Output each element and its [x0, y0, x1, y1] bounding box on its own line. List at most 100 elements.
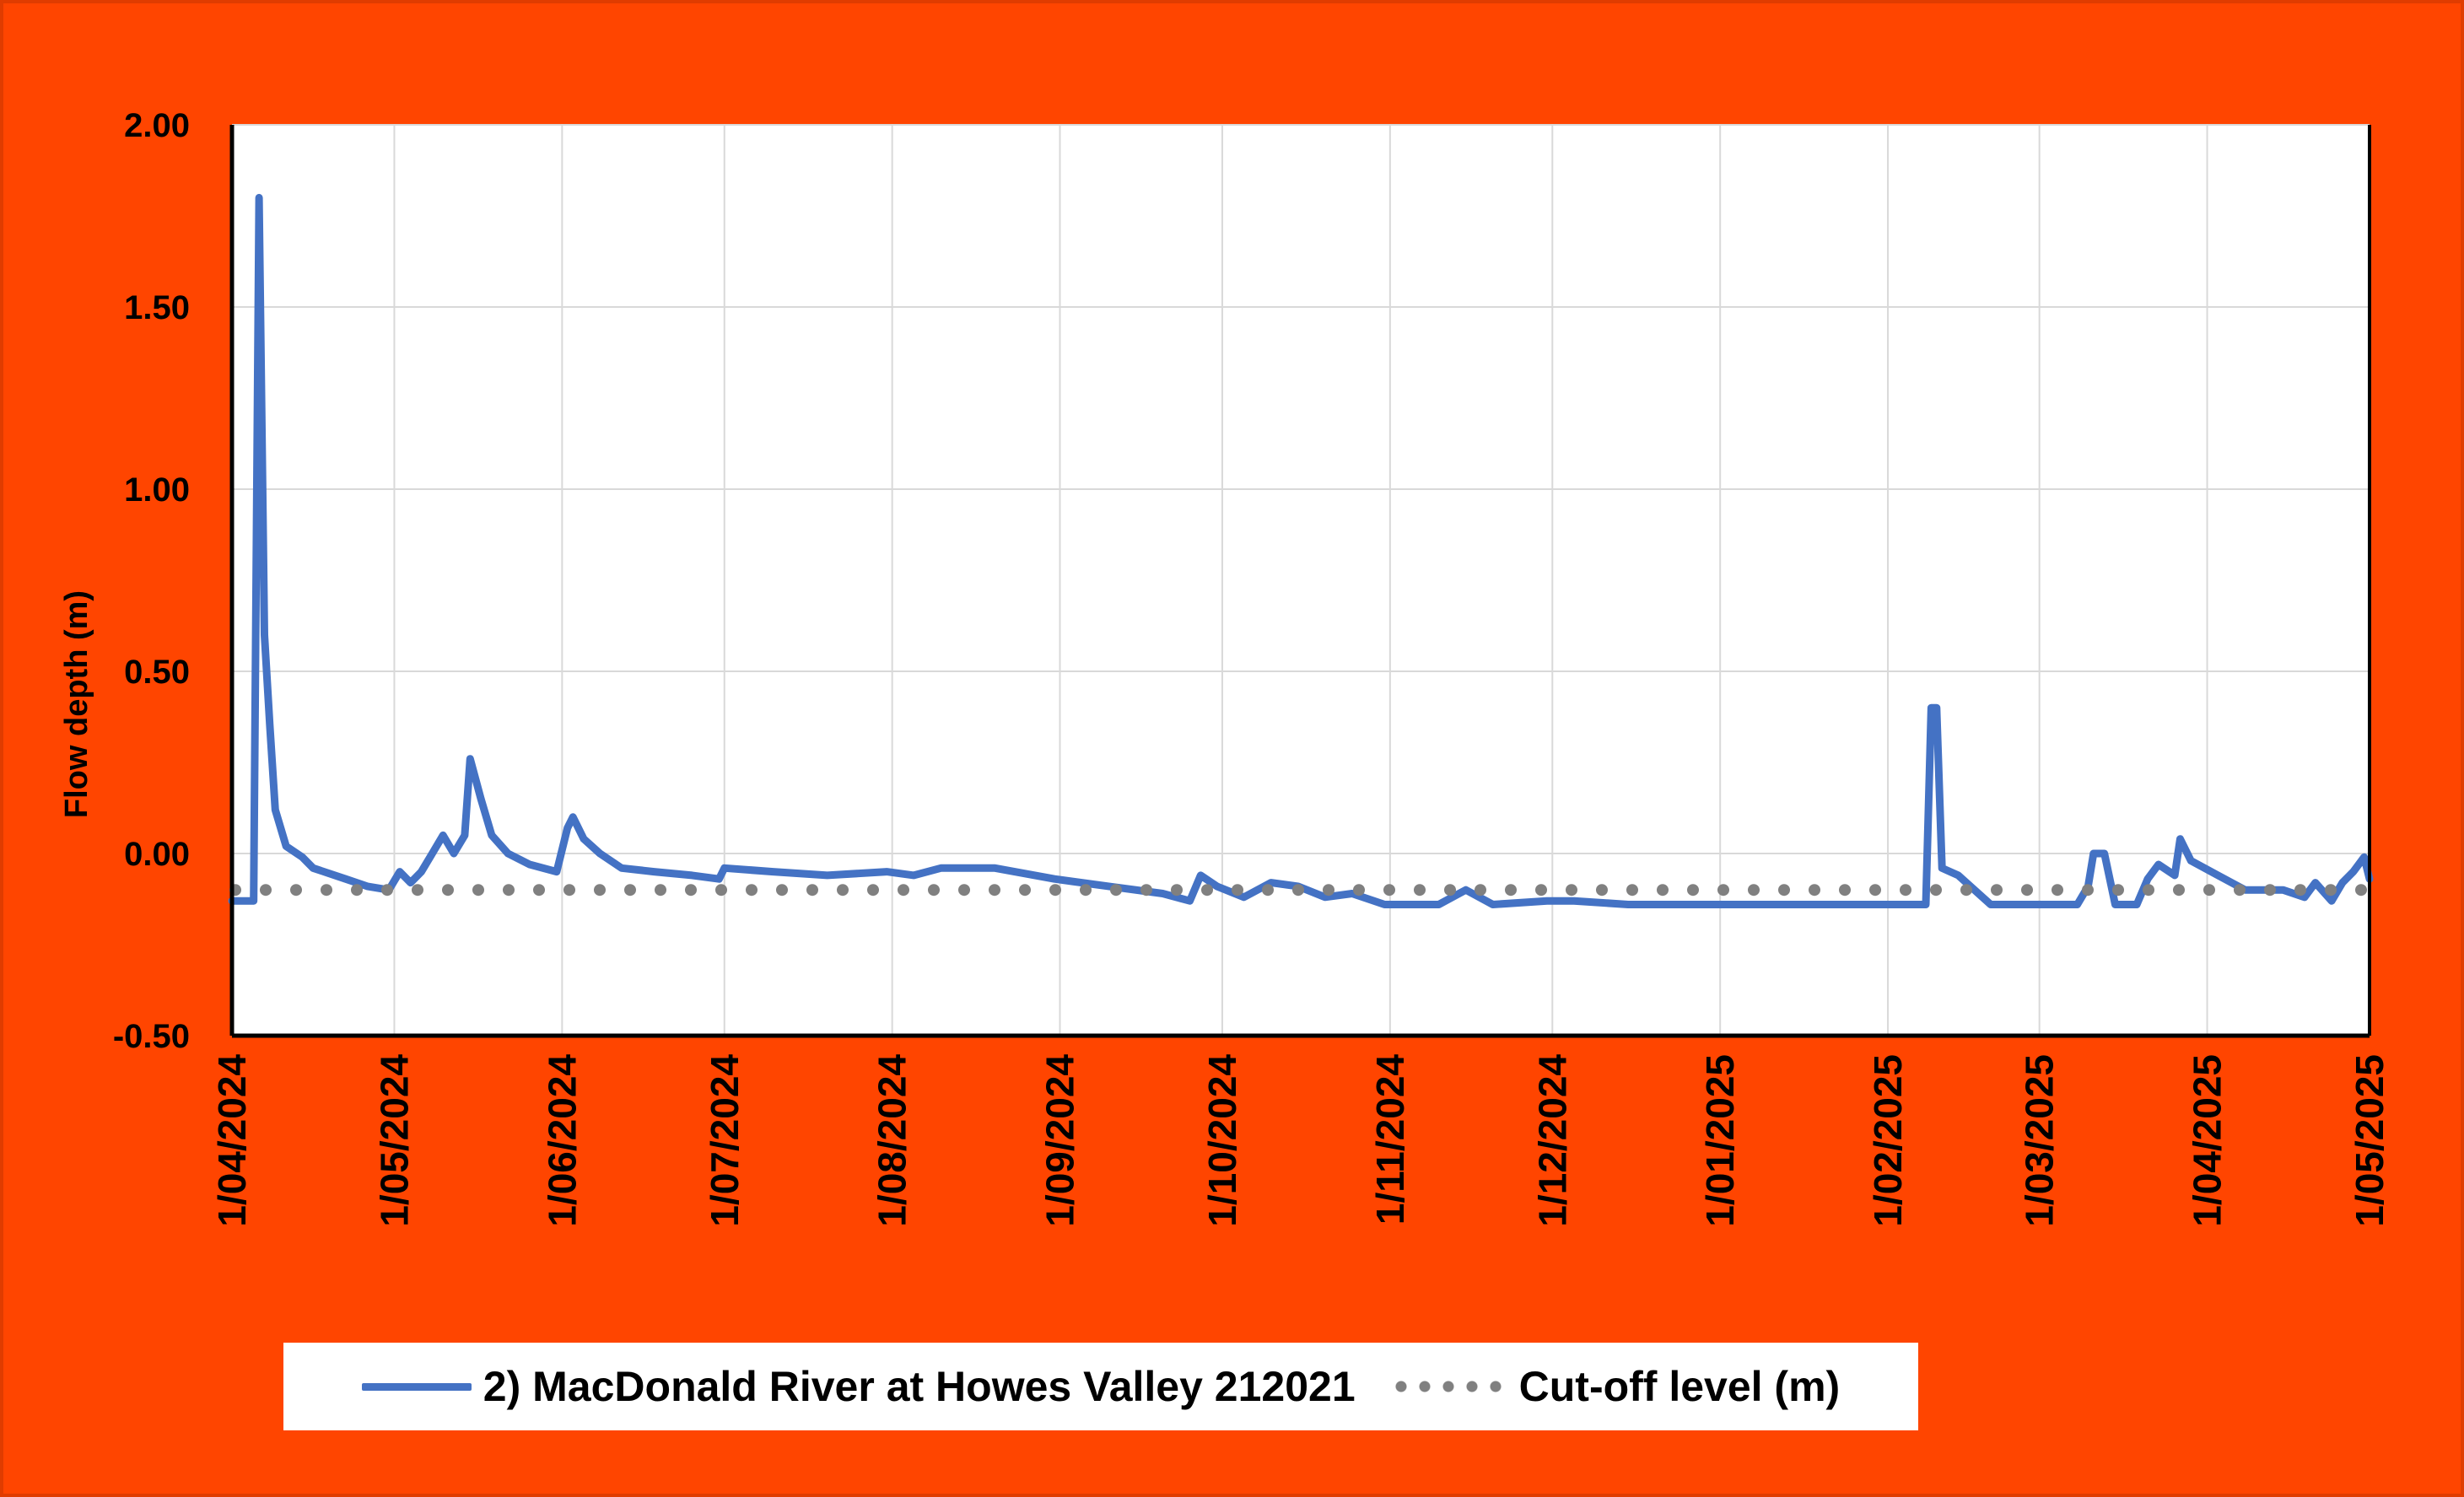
cutoff-dot	[655, 884, 666, 897]
cutoff-dot	[1839, 884, 1851, 897]
x-tick-label: 1/05/2024	[372, 1054, 416, 1227]
cutoff-dot	[776, 884, 788, 897]
x-tick-label: 1/04/2024	[210, 1054, 254, 1227]
cutoff-dot	[1869, 884, 1881, 897]
cutoff-dot	[1566, 884, 1577, 897]
y-tick-label: 1.00	[124, 471, 190, 509]
y-tick-label: -0.50	[113, 1018, 190, 1055]
cutoff-dot	[594, 884, 606, 897]
cutoff-dot	[321, 884, 332, 897]
cutoff-dot	[1232, 884, 1243, 897]
cutoff-dot	[2355, 884, 2367, 897]
x-tick-label: 1/08/2024	[871, 1054, 914, 1227]
legend: 2) MacDonald River at Howes Valley 21202…	[283, 1343, 1918, 1430]
y-tick-label: 2.00	[124, 107, 190, 144]
cutoff-dot	[1626, 884, 1638, 897]
cutoff-dot	[746, 884, 758, 897]
cutoff-dot	[1444, 884, 1456, 897]
cutoff-dot	[1080, 884, 1092, 897]
cutoff-dot	[290, 884, 302, 897]
cutoff-dot	[1383, 884, 1395, 897]
y-tick-labels: -0.50 0.00 0.50 1.00 1.50 2.00	[113, 107, 190, 1055]
y-tick-label: 0.00	[124, 836, 190, 873]
cutoff-dot	[563, 884, 575, 897]
cutoff-dot	[2173, 884, 2185, 897]
cutoff-dot	[989, 884, 1000, 897]
x-tick-label: 1/05/2025	[2348, 1054, 2391, 1227]
cutoff-dot	[1475, 884, 1486, 897]
y-tick-label: 1.50	[124, 289, 190, 326]
cutoff-dot	[2203, 884, 2215, 897]
cutoff-dot	[1687, 884, 1699, 897]
cutoff-dot	[2264, 884, 2276, 897]
cutoff-dot	[1748, 884, 1760, 897]
x-tick-label: 1/04/2025	[2186, 1054, 2229, 1227]
cutoff-dot	[2021, 884, 2033, 897]
legend-item-cutoff: Cut-off level (m)	[1372, 1362, 1841, 1411]
cutoff-dot	[503, 884, 515, 897]
cutoff-dot	[1140, 884, 1152, 897]
legend-swatch-river	[361, 1382, 472, 1391]
cutoff-dot	[2325, 884, 2337, 897]
cutoff-dot	[624, 884, 636, 897]
cutoff-dot	[1505, 884, 1517, 897]
y-tick-label: 0.50	[124, 654, 190, 691]
legend-label-cutoff: Cut-off level (m)	[1518, 1363, 1841, 1410]
cutoff-dot	[1201, 884, 1213, 897]
cutoff-dot	[1535, 884, 1547, 897]
legend-item-river: 2) MacDonald River at Howes Valley 21202…	[361, 1362, 1356, 1411]
series-layer	[228, 193, 2374, 908]
cutoff-dot	[533, 884, 545, 897]
cutoff-dot	[685, 884, 697, 897]
cutoff-dot	[1717, 884, 1729, 897]
cutoff-dot	[1657, 884, 1669, 897]
cutoff-dot	[1991, 884, 2003, 897]
legend-swatch-cutoff	[1388, 1381, 1507, 1392]
cutoff-dot	[260, 884, 272, 897]
x-tick-label: 1/12/2024	[1530, 1054, 1574, 1227]
cutoff-dot	[1171, 884, 1183, 897]
x-tick-label: 1/09/2024	[1038, 1054, 1082, 1227]
cutoff-dot	[898, 884, 909, 897]
x-tick-label: 1/02/2025	[1866, 1054, 1910, 1227]
cutoff-dot	[958, 884, 970, 897]
cutoff-dot	[1049, 884, 1061, 897]
cutoff-dot	[1323, 884, 1334, 897]
cutoff-dot	[1019, 884, 1031, 897]
x-tick-label: 1/07/2024	[703, 1054, 747, 1227]
cutoff-dot	[1778, 884, 1790, 897]
cutoff-dot	[1262, 884, 1274, 897]
cutoff-dot	[2052, 884, 2063, 897]
cutoff-dot	[715, 884, 727, 897]
cutoff-dot	[1353, 884, 1365, 897]
cutoff-dot	[2234, 884, 2246, 897]
cutoff-dot	[442, 884, 454, 897]
cutoff-dot	[1930, 884, 1942, 897]
cutoff-dot	[837, 884, 849, 897]
cutoff-dot	[2294, 884, 2306, 897]
cutoff-dot	[1414, 884, 1426, 897]
x-tick-label: 1/03/2025	[2018, 1054, 2062, 1227]
x-tick-labels: 1/04/2024 1/05/2024 1/06/2024 1/07/2024 1/08…	[210, 1054, 2391, 1227]
x-tick-label: 1/01/2025	[1698, 1054, 1742, 1227]
cutoff-dot	[1809, 884, 1820, 897]
cutoff-dot	[1596, 884, 1608, 897]
plot-area	[232, 125, 2370, 1036]
cutoff-dot	[412, 884, 423, 897]
x-tick-label: 1/11/2024	[1368, 1054, 1412, 1225]
cutoff-dot	[381, 884, 393, 897]
cutoff-dot	[867, 884, 879, 897]
x-tick-label: 1/10/2024	[1200, 1054, 1244, 1227]
cutoff-dot	[1900, 884, 1911, 897]
cutoff-dot	[928, 884, 940, 897]
cutoff-dot	[2112, 884, 2124, 897]
x-tick-label: 1/06/2024	[540, 1054, 584, 1227]
cutoff-dot	[1110, 884, 1122, 897]
cutoff-dot	[2082, 884, 2094, 897]
legend-label-river: 2) MacDonald River at Howes Valley 21202…	[483, 1363, 1356, 1410]
cutoff-dot	[2143, 884, 2154, 897]
cutoff-dot	[472, 884, 484, 897]
series-cutoff-line	[229, 884, 2367, 897]
cutoff-dot	[1960, 884, 1972, 897]
